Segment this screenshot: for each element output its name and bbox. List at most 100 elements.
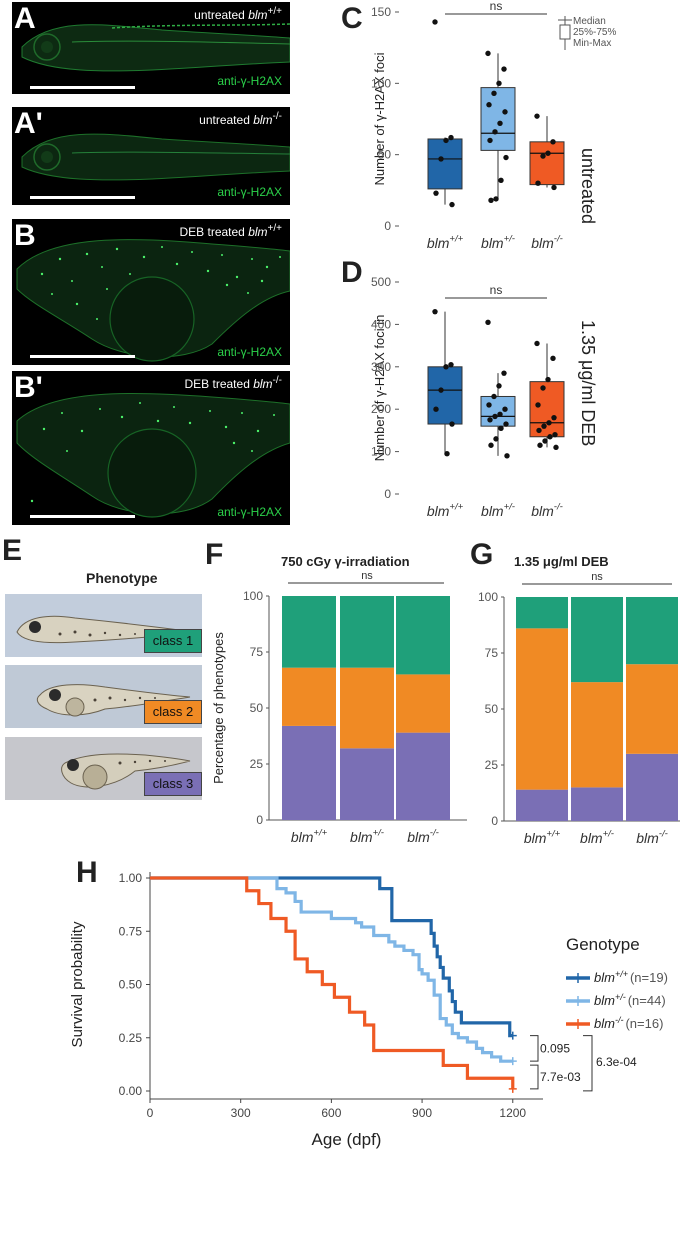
stacked-bar-segment [626, 597, 678, 665]
panel-letter-c: C [341, 2, 363, 35]
class-3-tag: class 3 [144, 772, 202, 796]
phenotype-photo-class-2: class 2 [5, 665, 202, 728]
panel-letter-e: E [2, 534, 23, 567]
y-tick-label: 0.75 [119, 924, 143, 938]
pvalue-label: 0.095 [540, 1041, 570, 1055]
box-iqr [480, 87, 516, 151]
panel-letter-f: F [205, 538, 224, 571]
panel-letter-a: A [14, 2, 36, 35]
y-tick-label: 200 [371, 402, 391, 416]
chart-h-survival: 0.00 0.25 0.50 0.75 1.00 0 300 600 900 1200 Age (d… [69, 871, 668, 1149]
y-tick-label: 500 [371, 275, 391, 289]
y-tick-label: 150 [371, 5, 391, 19]
survival-curve [150, 876, 513, 1063]
data-point [553, 444, 559, 451]
chart-title: 1.35 μg/ml DEB [514, 554, 609, 569]
data-point [432, 19, 438, 25]
panel-letter-a-prime: A' [14, 107, 43, 140]
data-point [443, 137, 449, 144]
phenotype-title: Phenotype [86, 570, 158, 586]
y-tick-label: 400 [371, 317, 391, 331]
data-point [540, 385, 546, 391]
side-label-deb: 1.35 μg/ml DEB [578, 320, 598, 447]
data-point [534, 113, 540, 119]
legend-title: Genotype [566, 935, 640, 954]
data-point [545, 150, 551, 156]
data-point [444, 451, 450, 457]
data-point [496, 80, 502, 87]
x-axis-label: Age (dpf) [312, 1130, 382, 1149]
panel-letter-b: B [14, 219, 36, 252]
micrograph-b-prime: B' DEB treated blm-/- anti-γ-H2AX [12, 371, 290, 525]
data-point [486, 102, 492, 108]
box-iqr [480, 395, 516, 427]
legend-entry: blm+/- (n=44) [594, 992, 666, 1008]
box-legend-glyph [558, 16, 572, 50]
side-label-untreated: untreated [578, 148, 598, 225]
data-point [503, 421, 509, 427]
significance-label: ns [490, 0, 503, 13]
stacked-bar-segment [282, 725, 336, 820]
panel-letter-d: D [341, 256, 363, 289]
data-point [502, 109, 508, 115]
x-tick-label: blm-/- [407, 828, 439, 845]
data-point [486, 402, 492, 408]
stacked-bar-segment [282, 667, 336, 726]
data-point [504, 453, 510, 459]
pvalue-bracket [530, 1064, 539, 1090]
data-point [503, 154, 509, 161]
data-point [536, 427, 542, 434]
stacked-bar-segment [571, 787, 623, 821]
censor-mark [508, 1031, 517, 1040]
x-tick-label: blm+/+ [427, 234, 464, 251]
panel-a-prime-label: untreated blm-/- [199, 111, 282, 127]
data-point [501, 66, 507, 72]
y-tick-label: 50 [485, 702, 499, 716]
data-point [449, 421, 455, 427]
data-point [497, 411, 503, 417]
x-tick-label: blm+/+ [524, 829, 561, 846]
micrograph-a: A untreated blm+/+ anti-γ-H2AX [12, 2, 290, 94]
panel-b-prime-antibody: anti-γ-H2AX [217, 505, 282, 519]
data-point [448, 134, 454, 141]
y-tick-label: 0 [491, 814, 498, 828]
x-tick-label: 600 [321, 1106, 341, 1120]
scale-bar [30, 86, 135, 89]
survival-curve [150, 876, 515, 1089]
panel-a-antibody: anti-γ-H2AX [217, 74, 282, 88]
y-tick-label: 100 [371, 76, 391, 90]
data-point [550, 139, 556, 145]
data-point [498, 177, 504, 184]
y-tick-label: 300 [371, 360, 391, 374]
y-tick-label: 0 [384, 219, 391, 233]
data-point [547, 434, 553, 440]
data-point [492, 413, 498, 420]
stacked-bar-segment [340, 748, 394, 820]
y-tick-label: 50 [378, 148, 392, 162]
chart-g-stacked-bar: 1.35 μg/ml DEB ns 0 25 50 75 100 blm+/+ blm+/- bl… [478, 554, 680, 846]
class-1-tag: class 1 [144, 629, 202, 653]
data-point [501, 370, 507, 376]
chart-d-boxplot: Number of γ-H2AX foci in 0 100 200 300 400 500… [371, 275, 565, 519]
x-tick-label: blm+/- [580, 829, 614, 846]
data-point [502, 406, 508, 412]
fish-image-a-prime [21, 133, 290, 181]
stacked-bar-segment [340, 596, 394, 668]
data-point [496, 383, 502, 389]
survival-curve [150, 876, 513, 1038]
stacked-bar-segment [516, 597, 568, 629]
legend-entry: blm-/- (n=16) [594, 1015, 663, 1031]
panel-letter-g: G [470, 538, 494, 571]
y-tick-label: 0.25 [119, 1031, 143, 1045]
y-tick-label: 75 [250, 645, 264, 659]
data-point [438, 387, 444, 393]
x-tick-label: 300 [231, 1106, 251, 1120]
fish-image-b-prime [16, 392, 290, 518]
larva-image-class-2 [36, 684, 191, 717]
box-legend-median: Median [573, 16, 606, 27]
data-point [497, 120, 503, 126]
data-point [433, 406, 439, 412]
data-point [491, 393, 497, 400]
pvalue-label: 6.3e-04 [596, 1055, 637, 1069]
phenotype-photo-class-1: class 1 [5, 594, 202, 657]
